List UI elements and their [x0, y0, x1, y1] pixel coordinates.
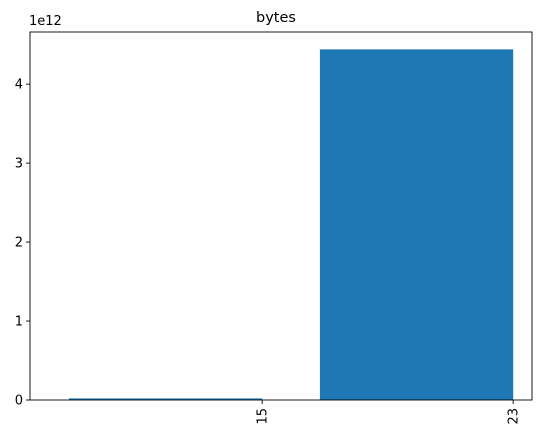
y-axis-offset-label: 1e12 [29, 14, 62, 29]
plot-frame [29, 31, 533, 401]
x-tick-label-15: 15 [256, 408, 271, 425]
y-tick-label-1: 1 [15, 315, 23, 330]
y-tick-label-0: 0 [15, 394, 23, 409]
chart-title: bytes [256, 10, 296, 26]
x-tick-label-23: 23 [507, 408, 522, 425]
y-tick-label-3: 3 [15, 157, 23, 172]
y-tick-label-2: 2 [15, 236, 23, 251]
bar-23 [319, 49, 514, 401]
bar-15 [68, 398, 263, 400]
y-tick-label-4: 4 [15, 78, 23, 93]
